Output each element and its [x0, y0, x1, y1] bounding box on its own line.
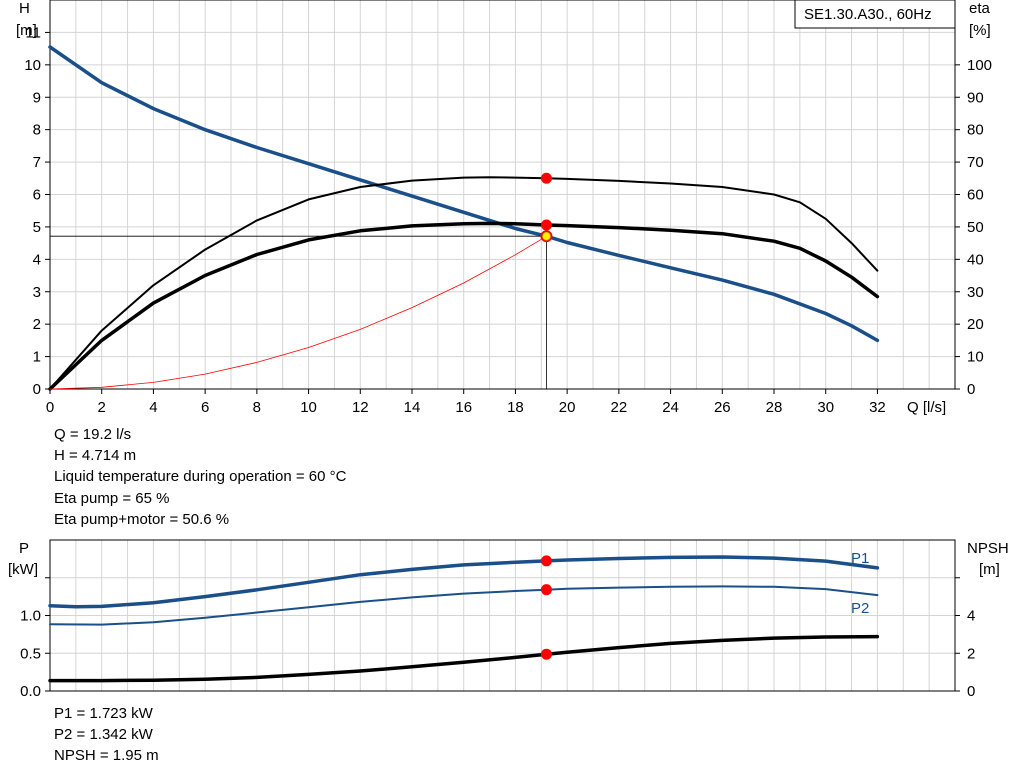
head-axis-tick-label: 4 — [33, 251, 41, 268]
p1-series-label: P1 — [851, 550, 869, 567]
flow-axis-tick-label: 16 — [455, 399, 472, 416]
power-chart-p1-curve — [48, 555, 880, 609]
duty-point-readouts: Q = 19.2 l/s H = 4.714 m Liquid temperat… — [54, 424, 346, 530]
head-axis-tick-label: 3 — [33, 284, 41, 301]
eta-axis-tick-label: 40 — [967, 251, 984, 268]
eta-pump-marker — [540, 172, 552, 184]
flow-axis-tick-label: 10 — [300, 399, 317, 416]
npsh-axis-label: NPSH — [967, 540, 1009, 557]
power-chart-p2-curve — [49, 585, 879, 626]
power-readouts: P1 = 1.723 kW P2 = 1.342 kW NPSH = 1.95 … — [54, 703, 159, 767]
head-axis-tick-label: 5 — [33, 219, 41, 236]
head-axis-tick-label: 11 — [25, 24, 41, 41]
head-chart-eta-pump-motor-curve — [48, 221, 880, 391]
head-axis-tick-label: 6 — [33, 187, 41, 204]
head-axis-tick-label: 0 — [33, 381, 41, 398]
power-axis-tick-label: 0.0 — [20, 683, 41, 700]
flow-axis-tick-label: 28 — [766, 399, 783, 416]
duty-point-marker — [542, 231, 551, 241]
flow-axis-tick-label: 20 — [559, 399, 576, 416]
flow-axis-tick-label: 2 — [98, 399, 106, 416]
eta-pump-motor-marker — [540, 219, 552, 231]
head-axis-unit: [m] — [16, 22, 37, 39]
readout-p1: P1 = 1.723 kW — [54, 705, 153, 722]
p2-marker — [540, 584, 552, 596]
power-chart-grid — [50, 540, 955, 691]
flow-axis-tick-label: 30 — [817, 399, 834, 416]
npsh-marker — [540, 648, 552, 660]
eta-axis-tick-label: 80 — [967, 122, 984, 139]
readout-flow: Q = 19.2 l/s — [54, 426, 132, 443]
npsh-axis-tick-label: 0 — [967, 683, 975, 700]
power-chart-npsh-curve — [48, 634, 880, 683]
flow-axis-tick-label: 18 — [507, 399, 524, 416]
flow-axis-label: Q [l/s] — [907, 399, 946, 416]
readout-eta-pump: Eta pump = 65 % — [54, 489, 170, 507]
flow-axis-tick-label: 24 — [662, 399, 679, 416]
readout-npsh: NPSH = 1.95 m — [54, 747, 159, 765]
flow-axis-tick-label: 8 — [253, 399, 261, 416]
pump-model-box — [794, 0, 956, 29]
p2-series-label: P2 — [851, 600, 869, 617]
head-axis-label: H — [19, 0, 30, 17]
flow-axis-tick-label: 6 — [201, 399, 209, 416]
flow-axis-tick-label: 0 — [46, 399, 54, 416]
pump-model-title: SE1.30.A30., 60Hz — [804, 6, 932, 23]
flow-axis-tick-label: 26 — [714, 399, 731, 416]
head-axis-tick-label: 2 — [33, 316, 41, 333]
p1-marker — [540, 555, 552, 567]
head-axis-tick-label: 9 — [33, 89, 41, 106]
flow-axis-tick-label: 14 — [404, 399, 421, 416]
flow-axis-tick-label: 12 — [352, 399, 369, 416]
readout-head: H = 4.714 m — [54, 447, 137, 465]
power-axis-unit: [kW] — [8, 561, 38, 578]
power-axis-label: P — [19, 540, 29, 557]
power-axis-tick-label: 0.5 — [20, 645, 41, 662]
eta-axis-unit: [%] — [969, 22, 991, 39]
eta-axis-tick-label: 90 — [967, 89, 984, 106]
eta-axis-tick-label: 60 — [967, 187, 984, 204]
readout-eta-pump-motor: Eta pump+motor = 50.6 % — [54, 510, 230, 528]
eta-axis-tick-label: 30 — [967, 284, 984, 301]
eta-axis-tick-label: 0 — [967, 381, 975, 398]
eta-axis-tick-label: 20 — [967, 316, 984, 333]
eta-axis-tick-label: 100 — [967, 57, 992, 74]
head-chart-grid — [50, 0, 955, 389]
head-chart-system-curve-curve — [49, 235, 547, 390]
npsh-axis-unit: [m] — [979, 561, 1000, 578]
eta-axis-label: eta — [969, 0, 991, 17]
head-chart-head-curve — [48, 45, 880, 343]
head-axis-tick-label: 8 — [33, 122, 41, 139]
npsh-axis-tick-label: 2 — [967, 645, 975, 662]
head-axis-tick-label: 1 — [33, 349, 41, 366]
readout-liquid-temperature: Liquid temperature during operation = 60… — [54, 468, 347, 486]
power-axis-tick-label: 1.0 — [20, 608, 41, 625]
eta-axis-tick-label: 50 — [967, 219, 984, 236]
eta-axis-tick-label: 70 — [967, 154, 984, 171]
head-axis-tick-label: 10 — [24, 57, 41, 74]
head-axis-tick-label: 7 — [33, 154, 41, 171]
npsh-axis-tick-label: 4 — [967, 608, 975, 625]
flow-axis-tick-label: 32 — [869, 399, 886, 416]
head-chart-eta-pump-curve — [49, 176, 879, 390]
eta-axis-tick-label: 10 — [967, 349, 984, 366]
flow-axis-tick-label: 22 — [611, 399, 628, 416]
readout-p2: P2 = 1.342 kW — [54, 726, 153, 744]
flow-axis-tick-label: 4 — [149, 399, 157, 416]
